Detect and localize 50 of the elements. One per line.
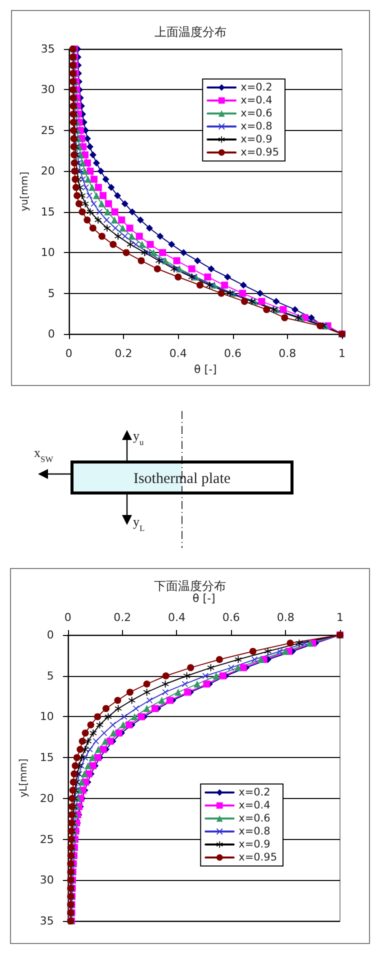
y-tick-label: 15 xyxy=(40,751,54,764)
x-tick-label: 0.4 xyxy=(168,611,186,624)
x-tick-label: 0.8 xyxy=(276,611,294,624)
x-tick-label: 0.8 xyxy=(278,347,296,360)
y-tick-label: 10 xyxy=(40,710,54,724)
x-tick-label: 0.6 xyxy=(222,611,240,624)
y-tick-label: 25 xyxy=(40,124,55,137)
y-tick-label: 5 xyxy=(48,286,55,300)
y-tick-label: 5 xyxy=(46,669,54,682)
y-tick-label: 25 xyxy=(40,832,54,846)
x-axis-title: θ [-] xyxy=(194,363,217,376)
legend-label: x=0.95 xyxy=(238,852,277,864)
text: y$_{u}$ xyxy=(133,428,144,447)
legend-label: x=0.9 xyxy=(238,838,270,850)
y-tick-label: 0 xyxy=(46,628,54,642)
y-tick-label: 30 xyxy=(40,83,55,96)
x-tick-label: 0.6 xyxy=(224,347,242,360)
y-tick-label: 0 xyxy=(48,328,55,340)
x-tick-label: 0 xyxy=(64,611,72,624)
legend-label: x=0.95 xyxy=(240,146,279,158)
legend-label: x=0.9 xyxy=(240,134,272,146)
y-axis-title: yu[mm] xyxy=(20,172,30,212)
y-tick-label: 35 xyxy=(40,42,55,56)
chart-title: 上面温度分布 xyxy=(154,25,226,39)
y-axis-title: yL[mm] xyxy=(18,758,30,798)
legend-label: x=0.8 xyxy=(238,826,270,838)
legend-label: x=0.2 xyxy=(240,82,272,94)
text: y$_{L}$ xyxy=(133,514,145,533)
y-tick-label: 30 xyxy=(40,874,54,887)
x-tick-label: 1 xyxy=(336,611,344,624)
legend-label: x=0.6 xyxy=(240,108,273,120)
x-tick-label: 0.2 xyxy=(114,611,132,624)
y-tick-label: 35 xyxy=(40,914,54,928)
legend-label: x=0.2 xyxy=(238,786,270,798)
y-tick-label: 10 xyxy=(40,246,55,260)
y-tick-label: 20 xyxy=(40,792,54,805)
x-axis-title: θ [-] xyxy=(192,592,216,605)
x-tick-label: 0.4 xyxy=(169,347,187,360)
x-tick-label: 1 xyxy=(338,347,346,360)
y-tick-label: 20 xyxy=(40,164,55,178)
x-tick-label: 0.2 xyxy=(114,347,132,360)
chart-title: 下面温度分布 xyxy=(154,579,226,593)
text: x$_{SW}$ xyxy=(34,445,54,464)
text: Isothermal plate xyxy=(133,471,231,487)
y-tick-label: 15 xyxy=(40,205,55,218)
legend-label: x=0.6 xyxy=(238,812,271,824)
legend-label: x=0.4 xyxy=(238,800,271,812)
x-tick-label: 0 xyxy=(65,347,72,360)
legend-label: x=0.8 xyxy=(240,120,272,132)
legend-label: x=0.4 xyxy=(240,94,273,106)
